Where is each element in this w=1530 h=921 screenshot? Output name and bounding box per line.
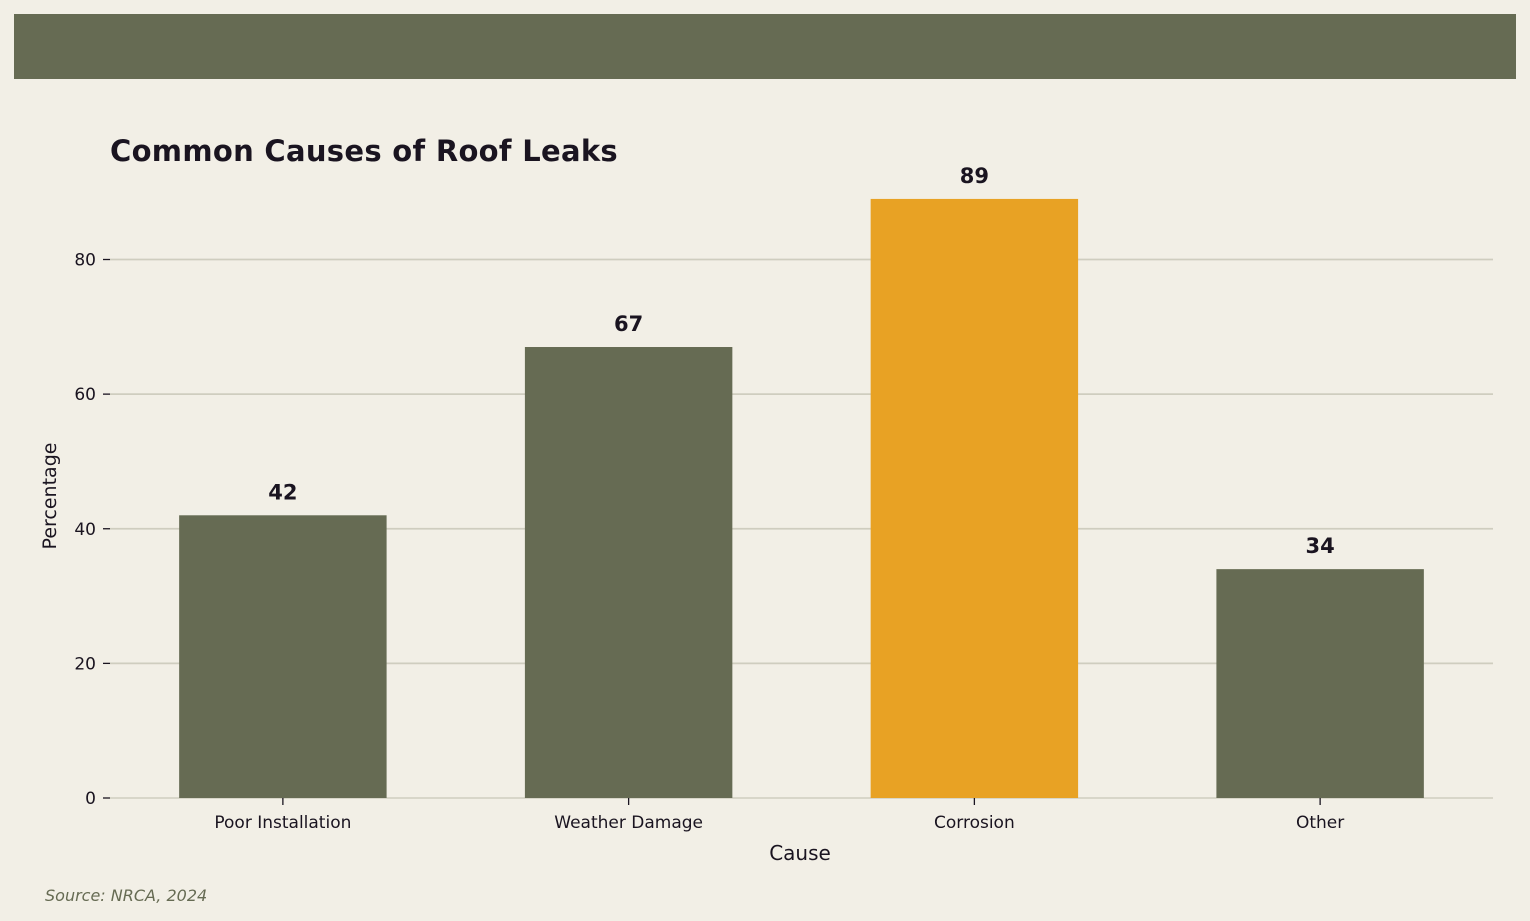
- y-tick-label: 60: [74, 385, 96, 405]
- source-note: Source: NRCA, 2024: [45, 886, 208, 905]
- bar-corrosion: [870, 198, 1079, 798]
- x-tick-label: Other: [1296, 813, 1344, 833]
- axes: 0 20 40 60 80 Poor Installation Weather Damage…: [74, 251, 1344, 833]
- x-tick-label: Weather Damage: [554, 813, 703, 833]
- x-tick-label: Poor Installation: [214, 813, 351, 833]
- y-tick-label: 40: [74, 520, 96, 540]
- y-tick-label: 80: [74, 251, 96, 271]
- bars: [179, 198, 1424, 798]
- y-tick-label: 20: [74, 654, 96, 674]
- data-label: 89: [960, 164, 989, 188]
- data-label: 34: [1306, 534, 1335, 558]
- header-band: [14, 14, 1516, 79]
- y-axis-title: Percentage: [39, 443, 61, 550]
- x-axis-title: Cause: [769, 841, 831, 865]
- data-label: 42: [268, 480, 297, 504]
- chart-title: Common Causes of Roof Leaks: [110, 134, 618, 168]
- bar-other: [1216, 569, 1424, 798]
- bar-weather-damage: [524, 347, 733, 798]
- data-label: 67: [614, 312, 643, 336]
- data-labels: 42 67 89 34: [268, 164, 1334, 558]
- bar-poor-installation: [179, 515, 387, 798]
- y-tick-label: 0: [85, 789, 96, 809]
- x-tick-label: Corrosion: [934, 813, 1015, 833]
